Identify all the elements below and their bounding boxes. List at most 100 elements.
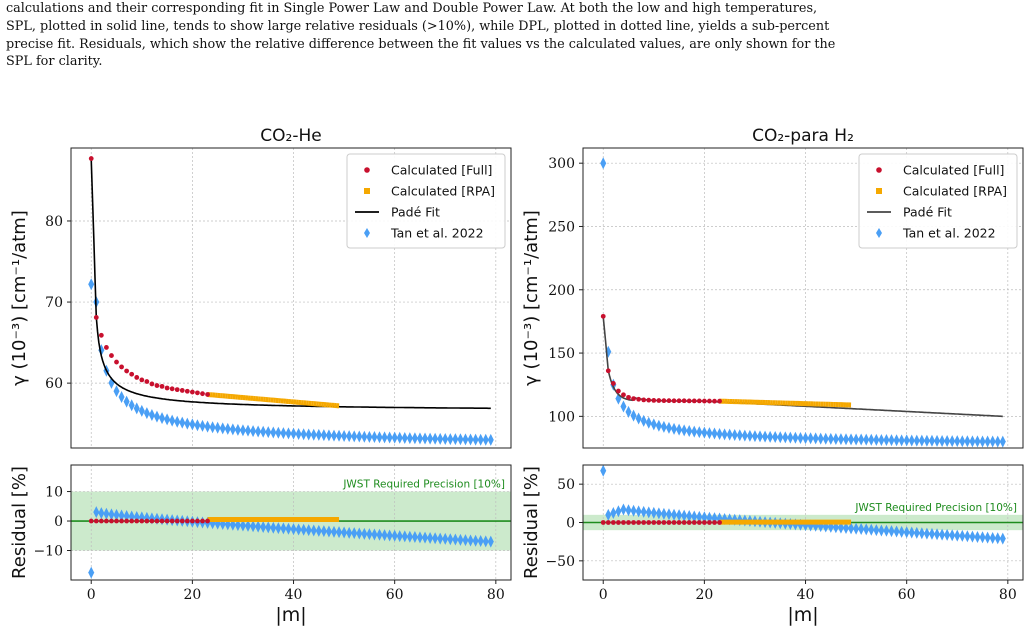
tan-2022-point: [275, 522, 282, 535]
tan-2022-point: [863, 523, 870, 536]
tan-2022-point: [366, 528, 373, 541]
tan-2022-point: [245, 424, 252, 437]
tan-2022-point: [381, 529, 388, 542]
tan-2022-point: [255, 425, 262, 438]
series-tan-2022: [600, 157, 1006, 448]
calculated-full-point: [676, 398, 682, 404]
tan-2022-point: [944, 528, 951, 541]
tan-2022-point: [204, 420, 211, 433]
tan-2022-point: [93, 506, 100, 519]
tan-2022-point: [229, 423, 236, 436]
tan-2022-point: [888, 525, 895, 538]
series-calculated-full: [88, 156, 210, 397]
tan-2022-point: [842, 433, 849, 446]
calculated-full-point: [124, 518, 130, 524]
tan-2022-point: [999, 532, 1006, 545]
tan-2022-point: [351, 430, 358, 443]
x-tick-label: 0: [599, 587, 608, 603]
calculated-full-point: [626, 394, 631, 400]
tan-2022-point: [858, 433, 865, 446]
tan-2022-point: [832, 432, 839, 445]
x-axis-label: |m|: [275, 604, 306, 626]
tan-2022-point: [640, 414, 647, 427]
series-tan-2022: [88, 278, 494, 446]
calculated-full-point: [144, 379, 150, 384]
calculated-full-point: [164, 385, 170, 391]
tan-2022-point: [665, 421, 672, 434]
tan-2022-point: [447, 433, 454, 446]
y-tick-label: 100: [548, 409, 575, 425]
tan-2022-point: [341, 429, 348, 442]
tan-2022-point: [88, 278, 95, 291]
tan-2022-point: [883, 524, 890, 537]
tan-2022-point: [320, 429, 327, 442]
tan-2022-point: [361, 430, 368, 443]
tan-2022-point: [330, 525, 337, 538]
tan-2022-point: [802, 432, 809, 445]
tan-2022-point: [767, 430, 774, 443]
tan-2022-point: [371, 431, 378, 444]
calculated-full-point: [671, 520, 677, 525]
tan-2022-point: [721, 428, 728, 441]
tan-2022-point: [868, 433, 875, 446]
calculated-full-point: [712, 398, 717, 404]
tan-2022-point: [822, 432, 829, 445]
tan-2022-point: [260, 425, 267, 438]
tan-2022-point: [655, 507, 662, 520]
tan-2022-point: [772, 431, 779, 444]
legend-label-tan: Tan et al. 2022: [390, 226, 484, 241]
legend: Calculated [Full] Calculated [RPA] Padé Fi…: [346, 153, 506, 249]
tan-2022-point: [959, 529, 966, 542]
tan-2022-point: [300, 523, 307, 536]
x-tick-label: 60: [386, 587, 404, 603]
calculated-full-point: [696, 398, 702, 404]
tan-2022-point: [452, 533, 459, 546]
tan-2022-point: [472, 534, 479, 547]
tan-2022-point: [984, 435, 991, 448]
tan-2022-point: [391, 529, 398, 542]
x-tick-label: 20: [695, 587, 713, 603]
tan-2022-point: [381, 431, 388, 444]
tan-2022-point: [630, 504, 637, 517]
calculated-full-point: [159, 383, 165, 389]
calculated-full-point: [98, 518, 104, 524]
tan-2022-point: [280, 427, 287, 440]
series-calculated-full-residual: [88, 518, 210, 524]
tan-2022-point: [676, 423, 683, 436]
series-calculated-rpa: [207, 391, 340, 409]
calculated-full-point: [114, 359, 119, 365]
tan-2022-point: [422, 531, 429, 544]
tan-2022-point: [686, 510, 693, 523]
tan-2022-point: [908, 434, 915, 447]
tan-2022-point: [123, 509, 130, 522]
caption-line-1: calculations and their corresponding fit…: [6, 1, 818, 16]
tan-2022-point: [837, 433, 844, 446]
y-tick-label: 200: [548, 283, 575, 299]
tan-2022-point: [366, 430, 373, 443]
tan-2022-point: [817, 432, 824, 445]
tan-2022-point: [346, 526, 353, 539]
tan-2022-point: [305, 524, 312, 537]
tan-2022-point: [711, 427, 718, 440]
calculated-full-point: [717, 520, 722, 525]
tan-2022-point: [295, 523, 302, 536]
tan-2022-point: [610, 507, 617, 520]
calculated-full-point: [605, 368, 611, 374]
tan-2022-point: [275, 426, 282, 439]
tan-2022-point: [812, 432, 819, 445]
calculated-full-point: [631, 520, 636, 525]
tan-2022-point: [605, 508, 612, 521]
calculated-full-point: [681, 520, 687, 525]
calculated-full-point: [124, 368, 130, 374]
calculated-full-point: [129, 518, 135, 524]
tan-2022-point: [143, 407, 150, 420]
tan-2022-point: [797, 431, 804, 444]
tan-2022-point: [751, 430, 758, 443]
x-tick-label: 40: [797, 587, 815, 603]
y-tick-label: 50: [557, 477, 575, 493]
tan-2022-point: [184, 417, 191, 430]
calculated-full-point: [631, 396, 636, 402]
calculated-full-point: [179, 518, 185, 524]
tan-2022-point: [600, 464, 607, 477]
